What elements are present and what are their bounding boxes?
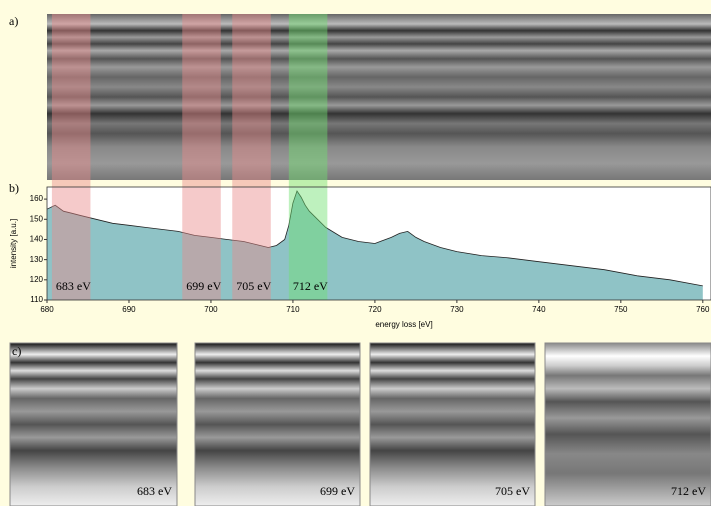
x-tick-label: 690 — [122, 305, 136, 314]
y-tick-label: 140 — [30, 235, 44, 244]
x-tick-label: 740 — [532, 305, 546, 314]
y-tick-label: 120 — [30, 275, 44, 284]
energy-window — [232, 14, 271, 300]
energy-map — [9, 342, 178, 506]
y-tick-label: 130 — [30, 255, 44, 264]
panel-label: a) — [9, 14, 18, 28]
y-axis-label: intensity [a.u.] — [9, 219, 18, 268]
plot-frame — [46, 186, 711, 301]
x-tick-label: 700 — [204, 305, 218, 314]
x-tick-label: 760 — [696, 305, 710, 314]
spectrum-image — [47, 14, 711, 180]
energy-map — [194, 342, 361, 506]
spectrum-line — [46, 190, 703, 287]
y-tick-label: 160 — [30, 194, 44, 203]
map-label: 699 eV — [320, 484, 355, 498]
map-label: 683 eV — [137, 484, 172, 498]
x-tick-label: 680 — [40, 305, 54, 314]
x-tick-label: 730 — [450, 305, 464, 314]
window-label: 699 eV — [186, 279, 221, 293]
x-tick-label: 720 — [368, 305, 382, 314]
x-tick-label: 750 — [614, 305, 628, 314]
energy-map — [544, 342, 711, 506]
x-tick-label: 710 — [286, 305, 300, 314]
window-label: 683 eV — [56, 279, 91, 293]
panel-label: b) — [9, 181, 19, 195]
energy-window — [288, 14, 328, 300]
panel-label: c) — [12, 344, 21, 358]
map-label: 712 eV — [671, 484, 706, 498]
spectrum-area — [47, 191, 703, 300]
map-label: 705 eV — [495, 484, 530, 498]
window-label: 705 eV — [236, 279, 271, 293]
window-label: 712 eV — [293, 279, 328, 293]
y-tick-label: 110 — [30, 295, 43, 304]
energy-window — [51, 14, 91, 300]
energy-window — [182, 14, 221, 300]
y-tick-label: 150 — [30, 214, 44, 223]
energy-map — [369, 342, 536, 506]
x-axis-label: energy loss [eV] — [375, 320, 432, 329]
